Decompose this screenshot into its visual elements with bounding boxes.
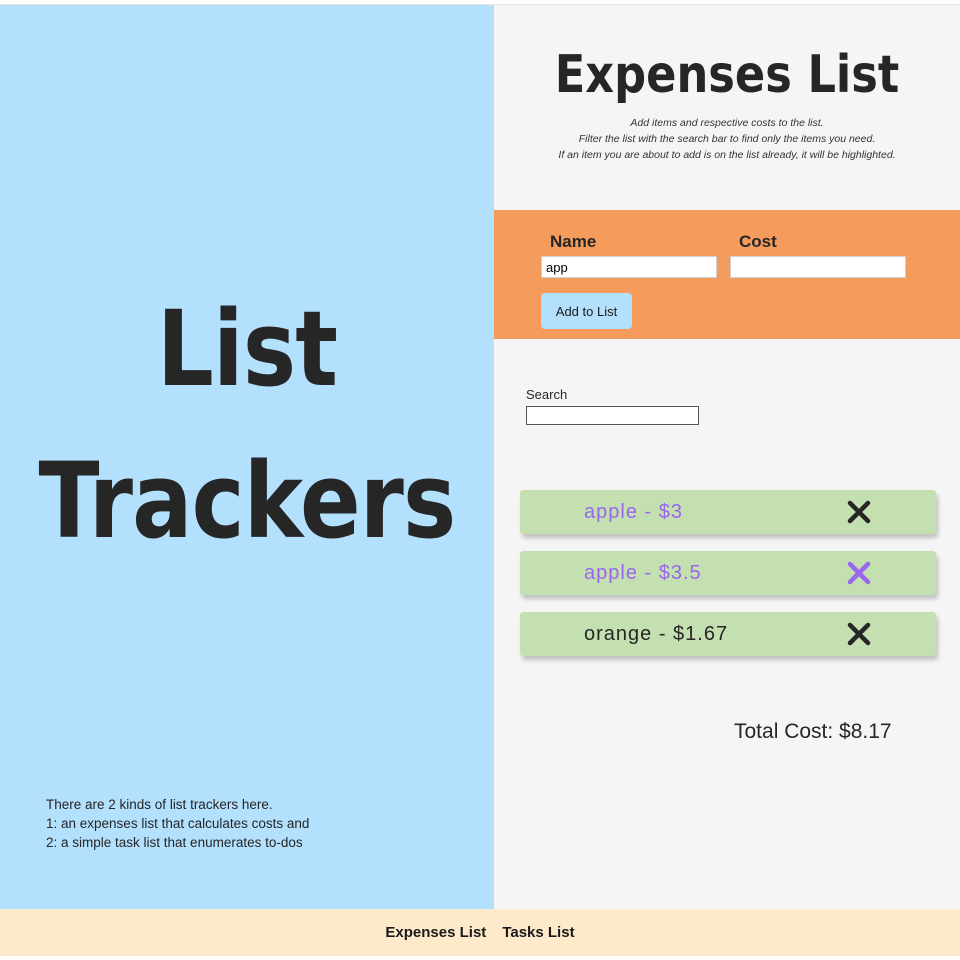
intro-line: 1: an expenses list that calculates cost…	[46, 816, 310, 831]
search-input[interactable]	[526, 406, 699, 425]
expense-list: apple - $3 apple - $3.5 orange - $1.67	[520, 490, 936, 673]
footer: Expenses List Tasks List	[0, 909, 960, 956]
expenses-panel: Expenses List Add items and respective c…	[494, 5, 960, 909]
item-text: apple - $3.5	[584, 562, 702, 584]
tasks-list-link[interactable]: Tasks List	[502, 924, 575, 941]
hero-panel: List Trackers There are 2 kinds of list …	[0, 5, 494, 909]
top-border	[0, 0, 960, 5]
search-label: Search	[526, 387, 568, 402]
list-item: orange - $1.67	[520, 612, 936, 656]
list-item: apple - $3	[520, 490, 936, 534]
cost-label: Cost	[739, 232, 777, 251]
cost-input[interactable]	[730, 256, 906, 278]
instruction-line: Filter the list with the search bar to f…	[578, 133, 876, 145]
instruction-line: Add items and respective costs to the li…	[630, 117, 824, 129]
name-label: Name	[550, 232, 597, 251]
hero-title-line-2: Trackers	[38, 440, 457, 562]
item-text: orange - $1.67	[584, 623, 729, 645]
close-x-icon[interactable]	[846, 621, 872, 647]
total-cost: Total Cost: $8.17	[734, 720, 892, 743]
hero-title: List Trackers	[35, 273, 460, 577]
close-x-icon[interactable]	[846, 560, 872, 586]
intro-text: There are 2 kinds of list trackers here.…	[46, 795, 309, 852]
close-x-icon[interactable]	[846, 499, 872, 525]
add-to-list-button[interactable]: Add to List	[541, 293, 632, 329]
name-input[interactable]	[541, 256, 717, 278]
expenses-list-link[interactable]: Expenses List	[385, 924, 487, 941]
list-item: apple - $3.5	[520, 551, 936, 595]
instruction-line: If an item you are about to add is on th…	[558, 149, 896, 161]
instructions: Add items and respective costs to the li…	[494, 115, 960, 163]
item-text: apple - $3	[584, 501, 683, 523]
hero-title-line-1: List	[156, 288, 338, 410]
intro-line: There are 2 kinds of list trackers here.	[46, 797, 273, 812]
footer-nav: Expenses List Tasks List	[385, 909, 574, 956]
page-title: Expenses List	[554, 45, 900, 105]
add-item-form: Name Cost Add to List	[494, 210, 960, 339]
intro-line: 2: a simple task list that enumerates to…	[46, 835, 303, 850]
